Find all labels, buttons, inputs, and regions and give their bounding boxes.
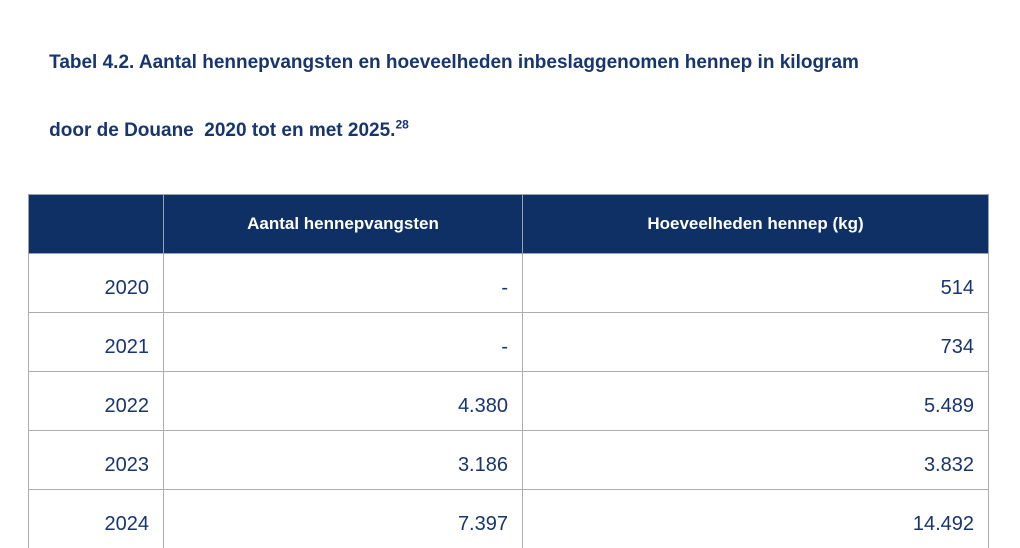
year-cell: 2024 [28,489,164,548]
kg-cell: 514 [522,253,989,313]
table-row: 2020 - 514 [28,253,989,313]
header-cell-year [28,194,164,254]
catches-cell: - [163,312,523,372]
kg-cell: 3.832 [522,430,989,490]
table-row: 2021 - 734 [28,312,989,372]
catches-cell: 7.397 [163,489,523,548]
seizures-table: Aantal hennepvangsten Hoeveelheden henne… [28,194,989,548]
table-header: Aantal hennepvangsten Hoeveelheden henne… [28,194,989,254]
year-cell: 2022 [28,371,164,431]
catches-cell: - [163,253,523,313]
catches-cell: 3.186 [163,430,523,490]
catches-cell: 4.380 [163,371,523,431]
header-row: Aantal hennepvangsten Hoeveelheden henne… [28,194,989,254]
table-title-line1: Tabel 4.2. Aantal hennepvangsten en hoev… [49,52,859,73]
kg-cell: 5.489 [522,371,989,431]
table-title-line2: door de Douane 2020 tot en met 2025. [49,120,396,141]
header-cell-catches: Aantal hennepvangsten [163,194,523,254]
header-cell-kg: Hoeveelheden hennep (kg) [522,194,989,254]
table-row: 2024 7.397 14.492 [28,489,989,548]
year-cell: 2020 [28,253,164,313]
footnote-reference: 28 [395,117,409,132]
table-row: 2023 3.186 3.832 [28,430,989,490]
year-cell: 2021 [28,312,164,372]
kg-cell: 734 [522,312,989,372]
table-body: 2020 - 514 2021 - 734 2022 4.380 5.489 2… [28,253,989,548]
table-title: Tabel 4.2. Aantal hennepvangsten en hoev… [28,12,990,182]
year-cell: 2023 [28,430,164,490]
table-row: 2022 4.380 5.489 [28,371,989,431]
kg-cell: 14.492 [522,489,989,548]
